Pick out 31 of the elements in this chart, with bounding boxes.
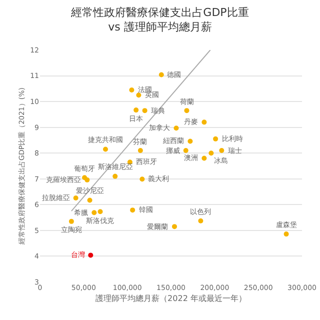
point — [136, 92, 142, 98]
point — [198, 218, 204, 224]
point — [112, 174, 118, 179]
point — [208, 150, 214, 156]
point — [202, 156, 207, 161]
point — [129, 87, 134, 92]
point — [138, 148, 143, 154]
point — [219, 148, 224, 154]
point — [188, 138, 193, 144]
point — [183, 148, 188, 154]
point — [134, 108, 139, 113]
point — [284, 232, 289, 237]
point — [140, 176, 145, 182]
point — [130, 208, 136, 213]
point — [213, 136, 218, 142]
point — [68, 218, 74, 224]
point — [88, 252, 94, 258]
point — [172, 224, 177, 230]
point — [184, 108, 190, 114]
point — [158, 72, 164, 78]
point — [84, 177, 90, 182]
point — [142, 108, 148, 114]
x-axis-title: 護理師平均總月薪（2022 年或最近一年） — [96, 294, 246, 304]
point — [202, 120, 207, 125]
point — [174, 126, 179, 131]
point — [98, 209, 103, 214]
chart-title: 經常性政府醫療保健支出占GDP比重 vs 護理師平均總月薪 — [70, 6, 249, 34]
point — [103, 146, 108, 152]
point — [73, 195, 78, 200]
point — [92, 210, 97, 216]
point — [87, 198, 92, 203]
